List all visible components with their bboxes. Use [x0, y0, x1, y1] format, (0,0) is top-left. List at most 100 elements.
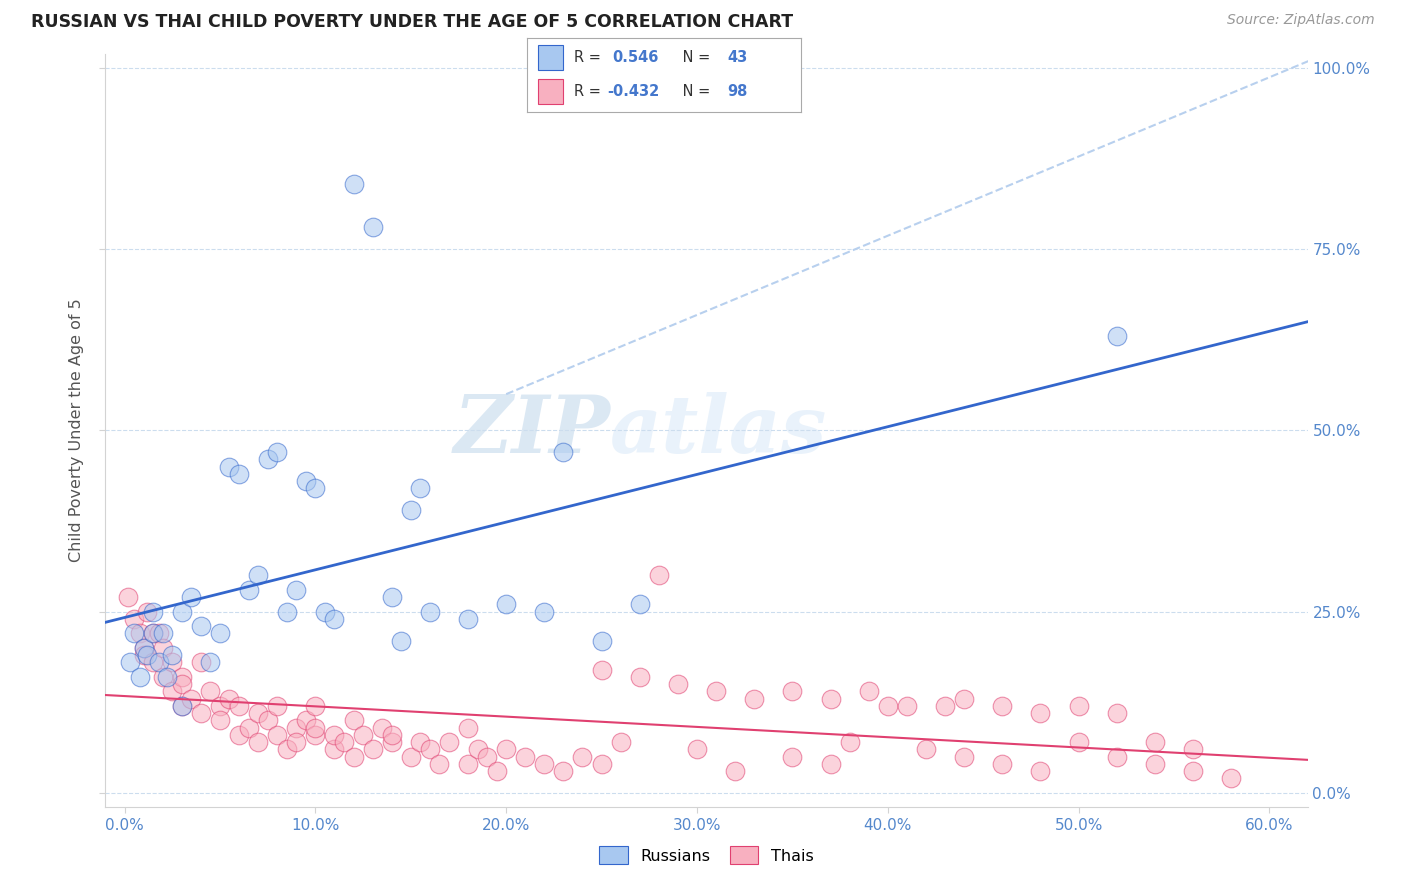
- Point: [991, 698, 1014, 713]
- Text: 0.546: 0.546: [612, 50, 658, 65]
- Point: [361, 220, 384, 235]
- Point: [591, 633, 613, 648]
- Point: [304, 728, 326, 742]
- Point: [304, 698, 326, 713]
- Point: [228, 698, 250, 713]
- Point: [314, 605, 336, 619]
- Point: [1182, 742, 1205, 756]
- Point: [475, 749, 498, 764]
- Point: [247, 706, 270, 720]
- Point: [457, 721, 479, 735]
- Point: [122, 626, 145, 640]
- Point: [200, 655, 222, 669]
- Point: [285, 721, 308, 735]
- Point: [142, 626, 165, 640]
- Point: [228, 728, 250, 742]
- Point: [148, 655, 170, 669]
- Point: [381, 728, 404, 742]
- Point: [495, 742, 517, 756]
- Point: [876, 698, 898, 713]
- Point: [381, 735, 404, 749]
- Point: [256, 714, 278, 728]
- Point: [200, 684, 222, 698]
- Point: [323, 728, 346, 742]
- Point: [238, 582, 260, 597]
- Point: [190, 706, 212, 720]
- Point: [666, 677, 689, 691]
- Point: [724, 764, 747, 778]
- Text: R =: R =: [574, 84, 606, 99]
- Point: [553, 445, 575, 459]
- Text: N =: N =: [678, 50, 714, 65]
- Point: [208, 698, 231, 713]
- Point: [1105, 749, 1128, 764]
- Point: [648, 568, 671, 582]
- Point: [782, 684, 804, 698]
- Point: [208, 626, 231, 640]
- Point: [934, 698, 956, 713]
- Point: [782, 749, 804, 764]
- Point: [218, 459, 240, 474]
- Point: [457, 612, 479, 626]
- Point: [704, 684, 727, 698]
- Point: [120, 655, 142, 669]
- Point: [170, 670, 193, 684]
- Point: [628, 598, 651, 612]
- Point: [323, 742, 346, 756]
- Point: [170, 698, 193, 713]
- Point: [136, 605, 159, 619]
- Point: [1067, 698, 1090, 713]
- Point: [838, 735, 860, 749]
- Point: [170, 698, 193, 713]
- FancyBboxPatch shape: [538, 79, 562, 104]
- Point: [467, 742, 489, 756]
- Point: [304, 721, 326, 735]
- Point: [155, 670, 177, 684]
- Point: [399, 503, 422, 517]
- Point: [419, 742, 441, 756]
- Point: [142, 655, 165, 669]
- Point: [142, 605, 165, 619]
- Point: [170, 677, 193, 691]
- Point: [361, 742, 384, 756]
- Point: [190, 655, 212, 669]
- Point: [180, 691, 202, 706]
- Point: [323, 612, 346, 626]
- Point: [591, 756, 613, 771]
- Point: [266, 445, 288, 459]
- FancyBboxPatch shape: [538, 45, 562, 70]
- Text: RUSSIAN VS THAI CHILD POVERTY UNDER THE AGE OF 5 CORRELATION CHART: RUSSIAN VS THAI CHILD POVERTY UNDER THE …: [31, 13, 793, 31]
- Point: [180, 590, 202, 604]
- Point: [228, 467, 250, 481]
- Point: [419, 605, 441, 619]
- Text: 43: 43: [727, 50, 748, 65]
- Point: [371, 721, 394, 735]
- Point: [1220, 771, 1243, 786]
- Point: [953, 691, 976, 706]
- Point: [132, 648, 155, 662]
- Y-axis label: Child Poverty Under the Age of 5: Child Poverty Under the Age of 5: [69, 299, 84, 562]
- Point: [148, 626, 170, 640]
- Point: [333, 735, 356, 749]
- Point: [915, 742, 938, 756]
- Point: [485, 764, 508, 778]
- Text: -0.432: -0.432: [607, 84, 659, 99]
- Point: [266, 698, 288, 713]
- Point: [389, 633, 412, 648]
- Point: [1143, 756, 1166, 771]
- Point: [128, 626, 150, 640]
- Point: [218, 691, 240, 706]
- Point: [1029, 764, 1052, 778]
- Point: [342, 177, 364, 191]
- Point: [381, 590, 404, 604]
- Point: [162, 655, 183, 669]
- Point: [122, 612, 145, 626]
- Point: [276, 742, 298, 756]
- Text: Source: ZipAtlas.com: Source: ZipAtlas.com: [1227, 13, 1375, 28]
- Point: [142, 626, 165, 640]
- Point: [553, 764, 575, 778]
- Point: [190, 619, 212, 633]
- Point: [991, 756, 1014, 771]
- Point: [294, 474, 316, 488]
- Point: [238, 721, 260, 735]
